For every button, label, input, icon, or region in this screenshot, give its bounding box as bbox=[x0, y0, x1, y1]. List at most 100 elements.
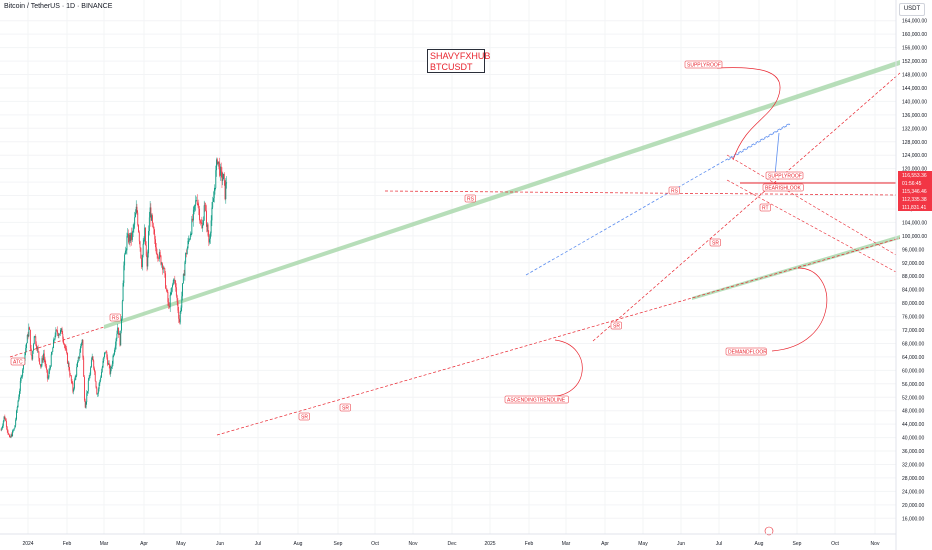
y-tick-label: 68,000.00 bbox=[902, 341, 924, 347]
currency-badge[interactable]: USDT bbox=[899, 3, 925, 16]
candle-body bbox=[152, 223, 154, 228]
candle-body bbox=[89, 374, 91, 379]
candle-body bbox=[208, 235, 210, 243]
price-axis[interactable]: 16,000.00 20,000.00 24,000.00 28,000.00 32,0… bbox=[895, 0, 927, 550]
price-tag-box bbox=[898, 187, 932, 195]
candle-body bbox=[17, 401, 19, 408]
candle-body bbox=[215, 170, 217, 188]
candle-body bbox=[206, 210, 207, 227]
candle-body bbox=[185, 252, 187, 263]
candle-body bbox=[2, 425, 3, 429]
candle-body bbox=[213, 190, 215, 199]
candle-body bbox=[29, 327, 31, 330]
candle-body bbox=[187, 240, 189, 249]
candle-body bbox=[174, 279, 176, 281]
candle-body bbox=[103, 357, 105, 362]
candle-body bbox=[129, 234, 131, 242]
candle-body bbox=[81, 339, 83, 344]
candle-body bbox=[8, 433, 10, 435]
candle-body bbox=[141, 257, 143, 268]
annotation-label: RS bbox=[671, 188, 679, 194]
candle-body bbox=[98, 383, 100, 390]
candle-body bbox=[74, 376, 76, 381]
candle-body bbox=[195, 200, 197, 205]
candle-body bbox=[73, 388, 75, 392]
candle-body bbox=[43, 353, 44, 361]
candle-body bbox=[18, 396, 20, 402]
candle-body bbox=[224, 180, 226, 200]
candle-body bbox=[84, 400, 86, 408]
annotation-box bbox=[109, 313, 121, 322]
event-marker-icon bbox=[764, 526, 774, 536]
candle-body bbox=[117, 327, 119, 335]
candle-body bbox=[223, 173, 225, 181]
candle-body bbox=[214, 187, 216, 191]
time-axis[interactable]: 2024 Feb Mar Apr May Jun Jul Aug Sep Oct Nov Dec 202… bbox=[0, 533, 896, 547]
candle-body bbox=[66, 352, 68, 364]
candle-body bbox=[158, 258, 160, 259]
candle-body bbox=[131, 232, 133, 240]
y-tick-label: 64,000.00 bbox=[902, 355, 924, 361]
candle-body bbox=[83, 357, 85, 377]
candle-body bbox=[91, 356, 93, 360]
candle-body bbox=[125, 250, 127, 251]
candle-body bbox=[168, 302, 170, 306]
candle-body bbox=[101, 367, 103, 372]
candle-body bbox=[116, 333, 118, 339]
supply-roof-channel bbox=[104, 60, 900, 329]
candle-body bbox=[87, 391, 88, 394]
candle-body bbox=[15, 419, 17, 426]
candle-body bbox=[111, 366, 112, 369]
candle-body bbox=[218, 161, 220, 163]
grid-layer bbox=[0, 0, 896, 534]
x-tick-label: Aug bbox=[294, 541, 303, 547]
annotation-layer: SUPPLYROOF ATC RS RS RS SR SR SR SR ASCENDINGTREN… bbox=[10, 60, 804, 536]
y-tick-label: 36,000.00 bbox=[902, 449, 924, 455]
candle-body bbox=[168, 305, 170, 308]
candle-body bbox=[87, 380, 89, 392]
candle-body bbox=[90, 359, 92, 368]
candle-body bbox=[176, 295, 178, 302]
candle-body bbox=[77, 357, 79, 362]
candle-body bbox=[134, 213, 136, 218]
candle-body bbox=[34, 336, 36, 337]
candle-body bbox=[226, 182, 228, 184]
candle-body bbox=[164, 268, 166, 274]
x-tick-label: Oct bbox=[371, 541, 379, 547]
candle-body bbox=[166, 289, 168, 293]
steep-trendline bbox=[592, 72, 901, 342]
candle-body bbox=[4, 416, 6, 419]
y-tick-label: 44,000.00 bbox=[902, 422, 924, 428]
annotation-box bbox=[762, 183, 804, 192]
x-tick-label: Jun bbox=[677, 541, 685, 547]
candle-body bbox=[131, 232, 133, 240]
annotation-box bbox=[339, 403, 351, 412]
candle-body bbox=[96, 387, 98, 395]
candle-body bbox=[153, 227, 155, 235]
candle-body bbox=[199, 208, 201, 221]
candle-body bbox=[192, 209, 194, 221]
candle-body bbox=[150, 207, 152, 221]
candle-body bbox=[97, 389, 99, 394]
bearish-line-2 bbox=[726, 154, 897, 256]
candle-body bbox=[40, 365, 42, 367]
candles-layer bbox=[0, 157, 228, 439]
candle-body bbox=[216, 159, 218, 165]
candle-body bbox=[76, 367, 78, 376]
candle-body bbox=[211, 207, 213, 221]
ascending-callout bbox=[546, 339, 583, 397]
candle-body bbox=[216, 159, 218, 171]
price-tag-text: 111,831.41 bbox=[902, 205, 927, 211]
y-tick-label: 100,000.00 bbox=[902, 234, 927, 240]
x-tick-label: Jun bbox=[216, 541, 224, 547]
candle-body bbox=[199, 220, 201, 223]
candle-body bbox=[154, 234, 156, 240]
candle-body bbox=[63, 343, 65, 346]
candle-body bbox=[217, 161, 219, 165]
candle-body bbox=[39, 364, 41, 367]
symbol-title[interactable]: Bitcoin / TetherUS · 1D · BINANCE bbox=[4, 3, 113, 10]
candle-body bbox=[44, 358, 46, 364]
candle-body bbox=[222, 179, 224, 182]
candle-body bbox=[213, 198, 214, 202]
